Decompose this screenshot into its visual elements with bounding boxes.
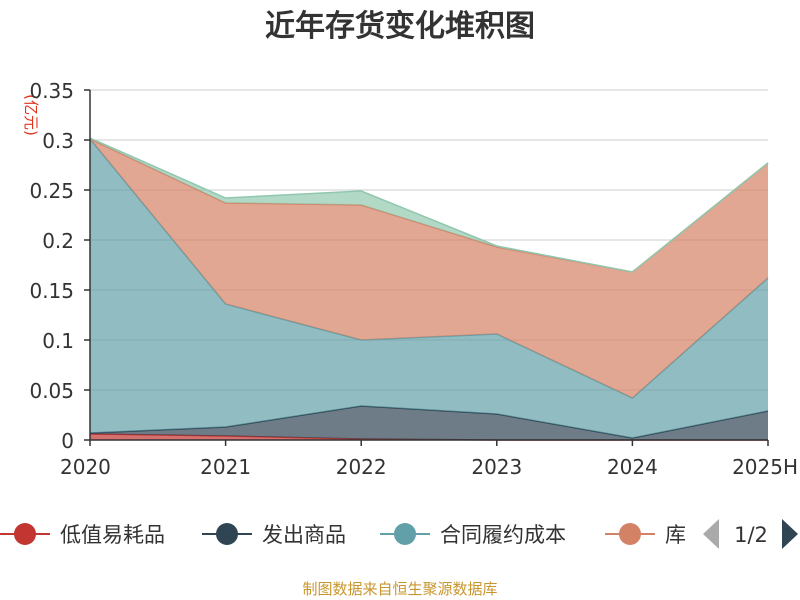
- y-tick-label-5: 0.25: [29, 179, 74, 203]
- area-series: [89, 137, 769, 441]
- legend-page-indicator: 1/2: [734, 523, 768, 547]
- x-tick-labels: 2020 2021 2022 2023 2024 2025H: [60, 455, 798, 479]
- legend-item-0[interactable]: 低值易耗品: [0, 523, 165, 547]
- y-tick-label-3: 0.15: [29, 279, 74, 303]
- legend-item-3[interactable]: 库: [605, 523, 686, 547]
- area-series-0: [90, 434, 768, 440]
- source-note: 制图数据来自恒生聚源数据库: [302, 580, 497, 598]
- legend-marker-2: [394, 523, 416, 545]
- axes: [84, 89, 769, 446]
- legend-label-2: 合同履约成本: [440, 523, 566, 547]
- y-tick-label-4: 0.2: [42, 229, 74, 253]
- line-series-4: [89, 137, 769, 273]
- x-tick-label-3: 2023: [471, 455, 522, 479]
- y-tick-label-2: 0.1: [42, 329, 74, 353]
- legend-label-0: 低值易耗品: [60, 523, 165, 547]
- y-tick-label-1: 0.05: [29, 379, 74, 403]
- legend-marker-0: [14, 523, 36, 545]
- legend-next-page-icon[interactable]: [782, 519, 798, 549]
- x-tick-label-0: 2020: [60, 455, 111, 479]
- area-series-1: [90, 406, 768, 440]
- x-tick-label-4: 2024: [607, 455, 658, 479]
- legend-item-1[interactable]: 发出商品: [202, 523, 346, 547]
- x-tick-label-2: 2022: [336, 455, 387, 479]
- legend-item-2[interactable]: 合同履约成本: [380, 523, 566, 547]
- x-tick-label-1: 2021: [200, 455, 251, 479]
- x-tick-label-5: 2025H: [732, 455, 798, 479]
- legend-prev-page-icon[interactable]: [703, 519, 719, 549]
- y-axis-label: (亿元): [22, 94, 40, 136]
- chart-title: 近年存货变化堆积图: [265, 9, 535, 44]
- y-tick-labels: 0 0.05 0.1 0.15 0.2 0.25 0.3 0.35: [29, 79, 74, 453]
- legend-label-3: 库: [665, 523, 686, 547]
- legend-marker-1: [216, 523, 238, 545]
- y-tick-label-0: 0: [61, 429, 74, 453]
- legend-label-1: 发出商品: [262, 523, 346, 547]
- legend-marker-3: [619, 523, 641, 545]
- legend: 低值易耗品 发出商品 合同履约成本 库 1/2: [0, 519, 798, 549]
- y-tick-label-7: 0.35: [29, 79, 74, 103]
- y-tick-label-6: 0.3: [42, 129, 74, 153]
- area-series-2: [90, 139, 768, 438]
